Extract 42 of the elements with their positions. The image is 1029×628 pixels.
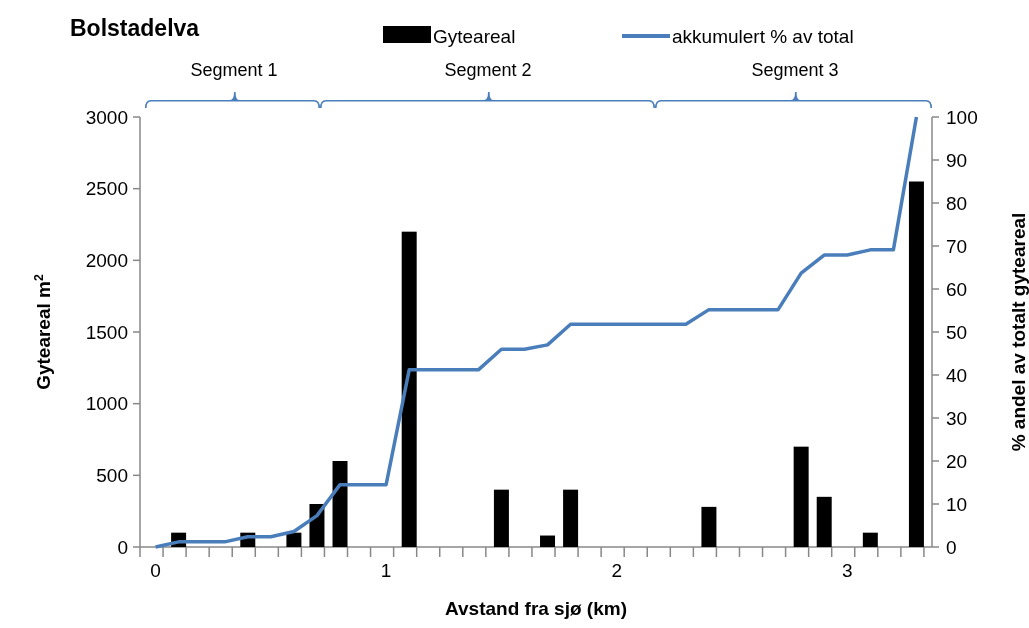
x-axis-title: Avstand fra sjø (km) xyxy=(445,598,627,619)
bar xyxy=(401,231,417,547)
x-tick-label: 0 xyxy=(150,560,161,581)
legend-label: Gyteareal xyxy=(433,26,516,47)
y2-tick-label: 40 xyxy=(946,364,968,386)
y2-tick-label: 0 xyxy=(946,536,957,558)
y-tick-label: 2000 xyxy=(85,249,128,271)
y-tick-label: 1500 xyxy=(85,321,128,343)
y2-axis-title: % andel av totalt gyteareal xyxy=(1008,212,1029,452)
x-tick-label: 1 xyxy=(380,560,392,581)
y2-tick-label: 10 xyxy=(946,493,968,515)
text: Segment 2 xyxy=(444,60,532,80)
bar xyxy=(701,506,717,547)
bar xyxy=(493,489,509,547)
bar xyxy=(816,496,832,547)
bar xyxy=(908,181,924,547)
bar xyxy=(332,461,348,547)
y2-tick-label: 30 xyxy=(946,407,968,429)
bar xyxy=(540,535,556,547)
y2-tick-label: 20 xyxy=(946,450,968,472)
legend-label: akkumulert % av total xyxy=(672,26,854,47)
y2-tick-label: 60 xyxy=(946,278,968,300)
x-tick-label: 3 xyxy=(841,560,853,581)
y-tick-label: 3000 xyxy=(85,106,128,128)
y2-tick-label: 50 xyxy=(946,321,968,343)
y2-tick-label: 70 xyxy=(946,235,968,257)
chart-title: Bolstadelva xyxy=(70,15,200,41)
y2-tick-label: 80 xyxy=(946,192,968,214)
y2-tick-label: 90 xyxy=(946,149,968,171)
bar xyxy=(793,446,809,547)
x-tick-label: 2 xyxy=(611,560,622,581)
y2-tick-label: 100 xyxy=(946,106,978,128)
y-tick-label: 2500 xyxy=(85,178,128,200)
bar xyxy=(862,532,878,547)
y-tick-label: 500 xyxy=(96,464,128,486)
line-series xyxy=(153,115,919,549)
bar xyxy=(286,532,302,547)
y-tick-label: 0 xyxy=(117,536,128,558)
bar xyxy=(563,489,579,547)
text: Segment 3 xyxy=(751,60,839,80)
text: Segment 1 xyxy=(190,60,278,80)
y-tick-label: 1000 xyxy=(85,393,128,415)
